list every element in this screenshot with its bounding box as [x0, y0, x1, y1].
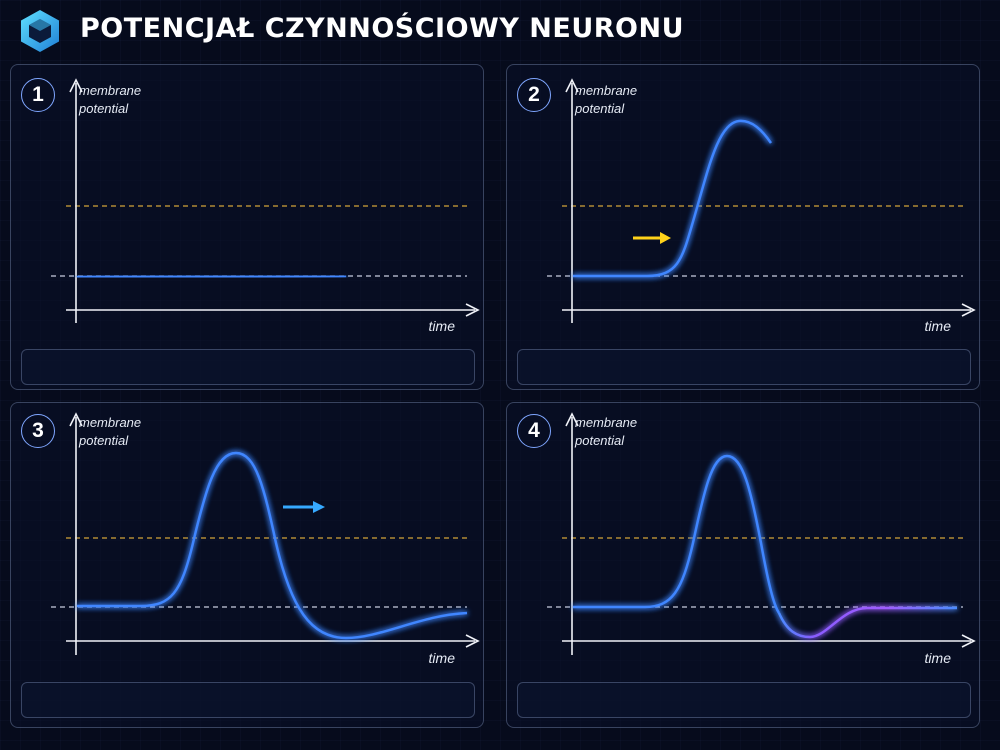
x-axis-label: time	[428, 650, 455, 666]
y-axis-arrow-icon	[69, 78, 83, 93]
caption-box[interactable]	[517, 682, 971, 718]
caption-box[interactable]	[21, 682, 475, 718]
y-axis-arrow-icon	[69, 412, 83, 427]
y-axis-arrow-icon	[565, 412, 579, 427]
x-axis-label: time	[924, 650, 951, 666]
panel-4: 4 membrane potential time	[506, 402, 980, 728]
y-axis-label-line1: membrane	[79, 83, 142, 98]
step-badge: 3	[21, 414, 55, 448]
y-axis-label-line1: membrane	[79, 415, 142, 430]
panel-2: 2 membrane potential time	[506, 64, 980, 390]
graph-3	[51, 412, 480, 655]
panel-1: 1 membrane potential time	[10, 64, 484, 390]
page-title: POTENCJAŁ CZYNNOŚCIOWY NEURONU	[80, 13, 685, 44]
header: POTENCJAŁ CZYNNOŚCIOWY NEURONU	[0, 0, 1000, 62]
x-axis-arrow-icon	[961, 634, 976, 648]
x-axis-label: time	[924, 318, 951, 334]
hyperpolarization-curve	[777, 606, 957, 639]
y-axis-label-line2: potential	[79, 433, 129, 448]
propagation-arrow-icon	[283, 501, 325, 513]
membrane-potential-curve	[573, 454, 781, 614]
hexagon-logo-icon	[21, 10, 59, 52]
stimulus-arrow-icon	[633, 232, 671, 244]
caption-box[interactable]	[21, 349, 475, 385]
membrane-potential-curve	[76, 274, 347, 279]
step-badge: 2	[517, 78, 551, 112]
y-axis-arrow-icon	[565, 78, 579, 93]
y-axis-label-line2: potential	[575, 433, 625, 448]
x-axis-label: time	[428, 318, 455, 334]
y-axis-label: membrane potential	[79, 414, 169, 450]
x-axis-arrow-icon	[465, 634, 480, 648]
y-axis-label-line1: membrane	[575, 83, 638, 98]
y-axis-label: membrane potential	[79, 82, 169, 118]
y-axis-label: membrane potential	[575, 414, 665, 450]
graph-4	[547, 412, 976, 655]
panel-3: 3 membrane potential time	[10, 402, 484, 728]
caption-box[interactable]	[517, 349, 971, 385]
y-axis-label-line2: potential	[575, 101, 625, 116]
step-badge: 4	[517, 414, 551, 448]
x-axis-arrow-icon	[465, 303, 480, 317]
graph-1	[51, 78, 480, 323]
graph-2	[547, 78, 976, 323]
step-badge: 1	[21, 78, 55, 112]
y-axis-label-line1: membrane	[575, 415, 638, 430]
y-axis-label: membrane potential	[575, 82, 665, 118]
membrane-potential-curve	[77, 451, 468, 640]
x-axis-arrow-icon	[961, 303, 976, 317]
y-axis-label-line2: potential	[79, 101, 129, 116]
membrane-potential-curve	[573, 119, 773, 278]
